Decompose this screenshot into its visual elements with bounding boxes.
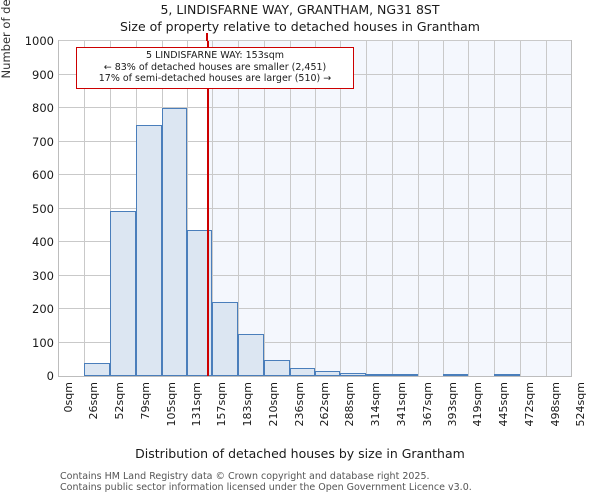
histogram-bar xyxy=(315,371,341,376)
histogram-bar xyxy=(289,367,315,376)
gridline-vertical xyxy=(212,41,214,376)
x-axis-tick-label: 288sqm xyxy=(343,382,357,427)
histogram-bar xyxy=(136,125,162,376)
y-axis-tick-label: 200 xyxy=(32,302,54,316)
histogram-bar xyxy=(340,373,366,376)
x-axis-tick-label: 131sqm xyxy=(190,382,203,427)
x-axis-tick-label: 105sqm xyxy=(164,382,178,427)
y-axis-tick-label: 100 xyxy=(32,335,54,350)
gridline-vertical xyxy=(520,41,522,376)
gridline-vertical xyxy=(340,41,342,376)
x-axis-ticks: 0sqm 26sqm 52sqm 79sqm 105sqm 131sqm 157sqm 183… xyxy=(0,382,600,442)
x-axis-tick-label: 498sqm xyxy=(548,382,562,427)
annotation-smaller-line: ← 83% of detached houses are smaller (2,… xyxy=(103,61,327,73)
y-axis-tick-label: 800 xyxy=(32,101,54,115)
gridline-vertical xyxy=(289,41,291,376)
gridline-horizontal xyxy=(59,40,571,41)
x-axis-tick-label: 393sqm xyxy=(446,382,459,427)
x-axis-tick-label: 52sqm xyxy=(112,382,126,420)
y-axis-tick-label: 700 xyxy=(32,134,54,149)
y-axis-tick-label: 500 xyxy=(32,201,54,216)
x-axis-tick-label: 210sqm xyxy=(267,382,281,427)
gridline-vertical xyxy=(417,41,419,376)
attribution-footer: Contains HM Land Registry data © Crown c… xyxy=(60,471,600,493)
histogram-bar xyxy=(392,373,418,376)
y-axis-tick-label: 400 xyxy=(32,235,54,249)
x-axis-tick-label: 26sqm xyxy=(87,382,101,420)
x-axis-tick-label: 157sqm xyxy=(215,382,229,427)
chart-title-block: 5, LINDISFARNE WAY, GRANTHAM, NG31 8ST S… xyxy=(0,2,600,35)
histogram-bar xyxy=(212,301,238,376)
histogram-bar xyxy=(84,362,110,376)
histogram-bar xyxy=(237,333,265,376)
gridline-vertical xyxy=(237,41,239,376)
gridline-vertical xyxy=(315,41,316,376)
y-axis-tick-label: 600 xyxy=(32,168,54,182)
histogram-bar xyxy=(109,210,137,376)
footer-line-2: Contains public sector information licen… xyxy=(60,482,472,493)
histogram-bar xyxy=(264,360,290,376)
x-axis-tick-label: 472sqm xyxy=(523,382,537,427)
gridline-vertical xyxy=(187,41,188,376)
gridline-vertical xyxy=(493,41,495,376)
y-axis-tick-label: 900 xyxy=(32,67,54,82)
x-axis-tick-label: 262sqm xyxy=(318,382,331,427)
gridline-vertical xyxy=(264,41,266,376)
x-axis-tick-label: 314sqm xyxy=(368,382,382,427)
gridline-vertical xyxy=(468,41,470,376)
histogram-bar xyxy=(443,374,469,376)
page-title: 5, LINDISFARNE WAY, GRANTHAM, NG31 8ST xyxy=(160,2,440,17)
x-axis-tick-label: 524sqm xyxy=(574,382,587,427)
histogram-bar xyxy=(365,373,393,376)
chart-subtitle: Size of property relative to detached ho… xyxy=(120,19,480,34)
histogram-bar xyxy=(493,374,521,376)
x-axis-tick-label: 183sqm xyxy=(240,382,254,427)
x-axis-tick-label: 445sqm xyxy=(496,382,510,427)
gridline-vertical xyxy=(84,41,86,376)
gridline-vertical xyxy=(392,41,394,376)
x-axis-tick-label: 419sqm xyxy=(471,382,485,427)
x-axis-tick-label: 236sqm xyxy=(292,382,306,427)
property-size-marker-stub xyxy=(206,33,209,41)
x-axis-tick-label: 367sqm xyxy=(420,382,434,427)
annotation-property-line: 5 LINDISFARNE WAY: 153sqm xyxy=(146,50,284,61)
annotation-larger-line: 17% of semi-detached houses are larger (… xyxy=(98,73,332,84)
gridline-vertical xyxy=(109,41,111,376)
y-axis-ticks: 0 100 200 300 400 500 600 700 800 900 1000 xyxy=(0,34,54,383)
x-axis-tick-label: 79sqm xyxy=(139,382,153,420)
gridline-vertical xyxy=(443,41,444,376)
x-axis-title: Distribution of detached houses by size … xyxy=(135,446,465,461)
y-axis-tick-label: 300 xyxy=(32,268,54,283)
x-axis-tick-label: 0sqm xyxy=(62,382,75,413)
plot-area xyxy=(58,40,572,377)
gridline-vertical xyxy=(545,41,547,376)
property-annotation-box: 5 LINDISFARNE WAY: 153sqm ← 83% of detac… xyxy=(76,47,354,89)
gridline-vertical xyxy=(365,41,367,376)
y-axis-tick-label: 0 xyxy=(46,369,54,383)
y-axis-tick-label: 1000 xyxy=(24,34,54,48)
larger-region-shading xyxy=(208,41,571,376)
footer-line-1: Contains HM Land Registry data © Crown c… xyxy=(60,471,430,482)
property-size-marker-line xyxy=(207,41,210,376)
histogram-bar xyxy=(161,108,187,376)
x-axis-tick-label: 341sqm xyxy=(395,382,409,427)
